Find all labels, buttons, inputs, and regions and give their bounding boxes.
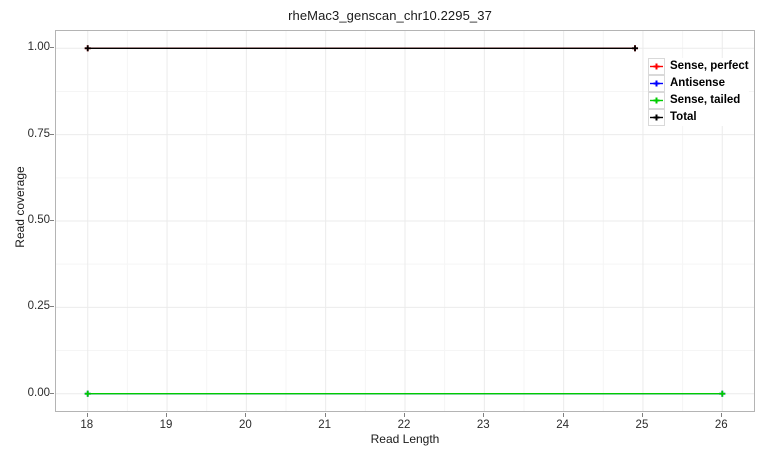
y-tick-mark [50, 47, 54, 49]
x-tick-mark [404, 413, 405, 417]
series-sense-tailed [84, 390, 726, 397]
y-tick-label: 0.25 [27, 300, 50, 313]
y-tick-label: 0.75 [27, 127, 50, 140]
legend-item: Total [648, 109, 749, 126]
x-tick-label: 26 [714, 419, 728, 431]
legend-label: Antisense [670, 77, 725, 89]
chart-title: rheMac3_genscan_chr10.2295_37 [288, 8, 492, 23]
legend-label: Sense, tailed [670, 94, 741, 106]
y-tick-mark [50, 220, 54, 221]
series-total [84, 45, 639, 52]
y-tick-label: 0.00 [27, 386, 50, 399]
chart-legend: Sense, perfect Antisense Sense, tailed Tota… [648, 58, 749, 126]
legend-key-icon [648, 109, 665, 126]
y-tick-label: 1.00 [27, 41, 50, 54]
plot-area [56, 31, 754, 411]
x-tick-label: 22 [397, 419, 411, 431]
y-tick-label: 0.50 [27, 214, 50, 226]
legend-item: Antisense [648, 75, 749, 92]
legend-key-icon [648, 58, 665, 75]
x-tick-mark [166, 413, 168, 417]
x-tick-mark [245, 413, 247, 417]
x-tick-mark [562, 413, 564, 417]
x-tick-mark [483, 413, 485, 417]
legend-item: Sense, perfect [648, 58, 749, 75]
legend-item: Sense, tailed [648, 92, 749, 109]
x-tick-label: 20 [238, 419, 252, 431]
x-axis-title: Read Length [370, 432, 440, 446]
legend-label: Sense, perfect [670, 60, 749, 72]
x-tick-label: 21 [318, 419, 332, 431]
x-tick-label: 24 [556, 419, 570, 431]
x-tick-label: 23 [476, 419, 490, 431]
x-tick-mark [721, 413, 723, 417]
plot-panel [55, 30, 755, 412]
y-axis: 1.00 0.75 0.50 0.25 0.00 [0, 30, 54, 412]
x-tick-label: 19 [159, 419, 173, 431]
y-tick-mark [50, 133, 54, 135]
legend-key-icon [648, 75, 665, 92]
x-tick-mark [86, 413, 88, 417]
y-tick-mark [50, 306, 54, 308]
x-tick-label: 25 [635, 419, 649, 431]
legend-label: Total [670, 111, 697, 123]
x-tick-mark [324, 413, 326, 417]
y-axis-title: Read coverage [13, 166, 27, 248]
legend-key-icon [648, 92, 665, 109]
x-tick-label: 18 [80, 419, 94, 431]
y-tick-mark [50, 392, 54, 394]
x-axis: 18 19 20 21 22 23 24 25 26 [55, 413, 755, 435]
x-tick-mark [641, 413, 643, 417]
